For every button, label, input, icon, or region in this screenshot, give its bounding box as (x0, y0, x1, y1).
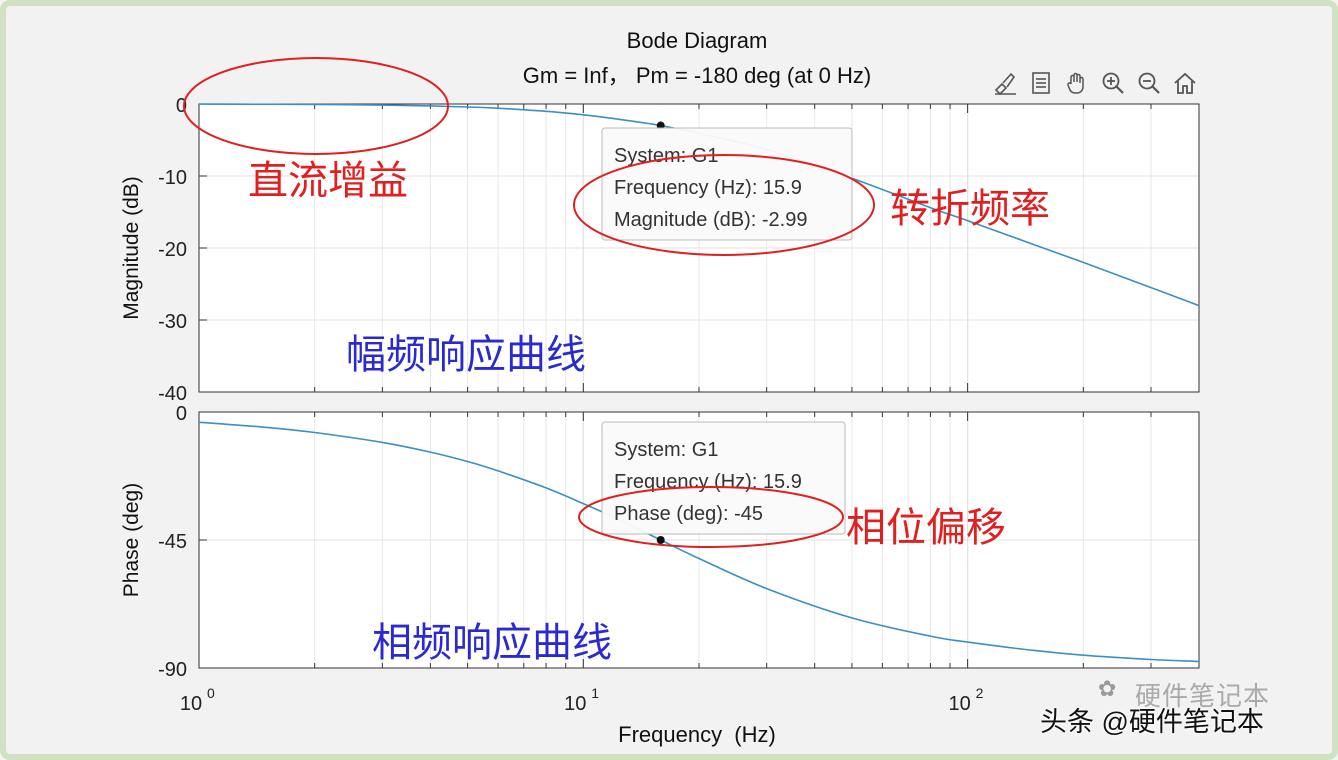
dc-gain-annotation: 直流增益 (248, 158, 408, 204)
phase-datatip-line: Frequency (Hz): 15.9 (614, 471, 802, 493)
brush-icon[interactable] (990, 68, 1020, 98)
magnitude-datatip-line: System: G1 (614, 145, 718, 167)
phase-response-annotation: 相频响应曲线 (372, 620, 612, 666)
x-tick-exponent: 0 (207, 685, 215, 701)
home-icon[interactable] (1170, 68, 1200, 98)
corner-frequency-annotation: 转折频率 (890, 186, 1050, 232)
magnitude-y-axis-label: Magnitude (dB) (120, 176, 143, 320)
phase-datatip-marker (656, 536, 665, 544)
watermark: 头条 @硬件笔记本 (1040, 707, 1264, 737)
axes-toolbar (990, 68, 1200, 98)
phase-datatip-line: System: G1 (614, 439, 718, 461)
zoom-out-icon[interactable] (1134, 68, 1164, 98)
chart-subtitle: Gm = Inf， Pm = -180 deg (at 0 Hz) (523, 63, 871, 88)
datatip-icon[interactable] (1026, 68, 1056, 98)
magnitude-y-tick-label: -40 (158, 383, 187, 405)
zoom-in-icon[interactable] (1098, 68, 1128, 98)
phase-y-tick-label: -45 (158, 531, 187, 553)
magnitude-response-annotation: 幅频响应曲线 (346, 332, 586, 378)
x-axis-label: Frequency (Hz) (618, 722, 776, 747)
magnitude-datatip-box (601, 127, 853, 241)
phase-datatip-box (601, 421, 846, 535)
phase-axes[interactable]: 0 -45 -90 Phase (deg) System: G1 Frequency (H… (120, 403, 1200, 715)
phase-shift-annotation: 相位偏移 (846, 505, 1006, 551)
magnitude-y-tick-label: 0 (176, 95, 187, 117)
pan-hand-icon[interactable] (1062, 68, 1092, 98)
x-tick-label: 10 (948, 693, 970, 715)
phase-y-tick-label: -90 (158, 659, 187, 681)
x-tick-exponent: 1 (591, 685, 599, 701)
magnitude-axes-frame (198, 103, 1200, 393)
phase-shift-circle (578, 486, 844, 548)
x-tick-label: 10 (564, 693, 586, 715)
magnitude-y-tick-label: -30 (158, 311, 187, 333)
phase-axes-frame (198, 411, 1200, 669)
dc-gain-circle (183, 57, 449, 155)
corner-frequency-circle (573, 154, 875, 256)
wechat-logo-icon: ✿ (1098, 676, 1117, 701)
magnitude-y-tick-label: -10 (158, 167, 187, 189)
chart-title: Bode Diagram (627, 28, 768, 53)
magnitude-series-line (198, 103, 1200, 307)
magnitude-datatip-line: Magnitude (dB): -2.99 (614, 209, 807, 231)
phase-y-axis-label: Phase (deg) (120, 483, 143, 597)
magnitude-axes[interactable]: 0 -10 -20 -30 -40 Magnitude (dB) System: G1 Fre… (120, 95, 1200, 405)
magnitude-y-tick-label: -20 (158, 239, 187, 261)
x-tick-label: 10 (180, 693, 202, 715)
magnitude-datatip-line: Frequency (Hz): 15.9 (614, 177, 802, 199)
phase-datatip-line: Phase (deg): -45 (614, 503, 763, 525)
watermark-ghost-text: 硬件笔记本 (1135, 681, 1271, 711)
x-tick-exponent: 2 (976, 685, 984, 701)
phase-y-tick-label: 0 (176, 403, 187, 425)
